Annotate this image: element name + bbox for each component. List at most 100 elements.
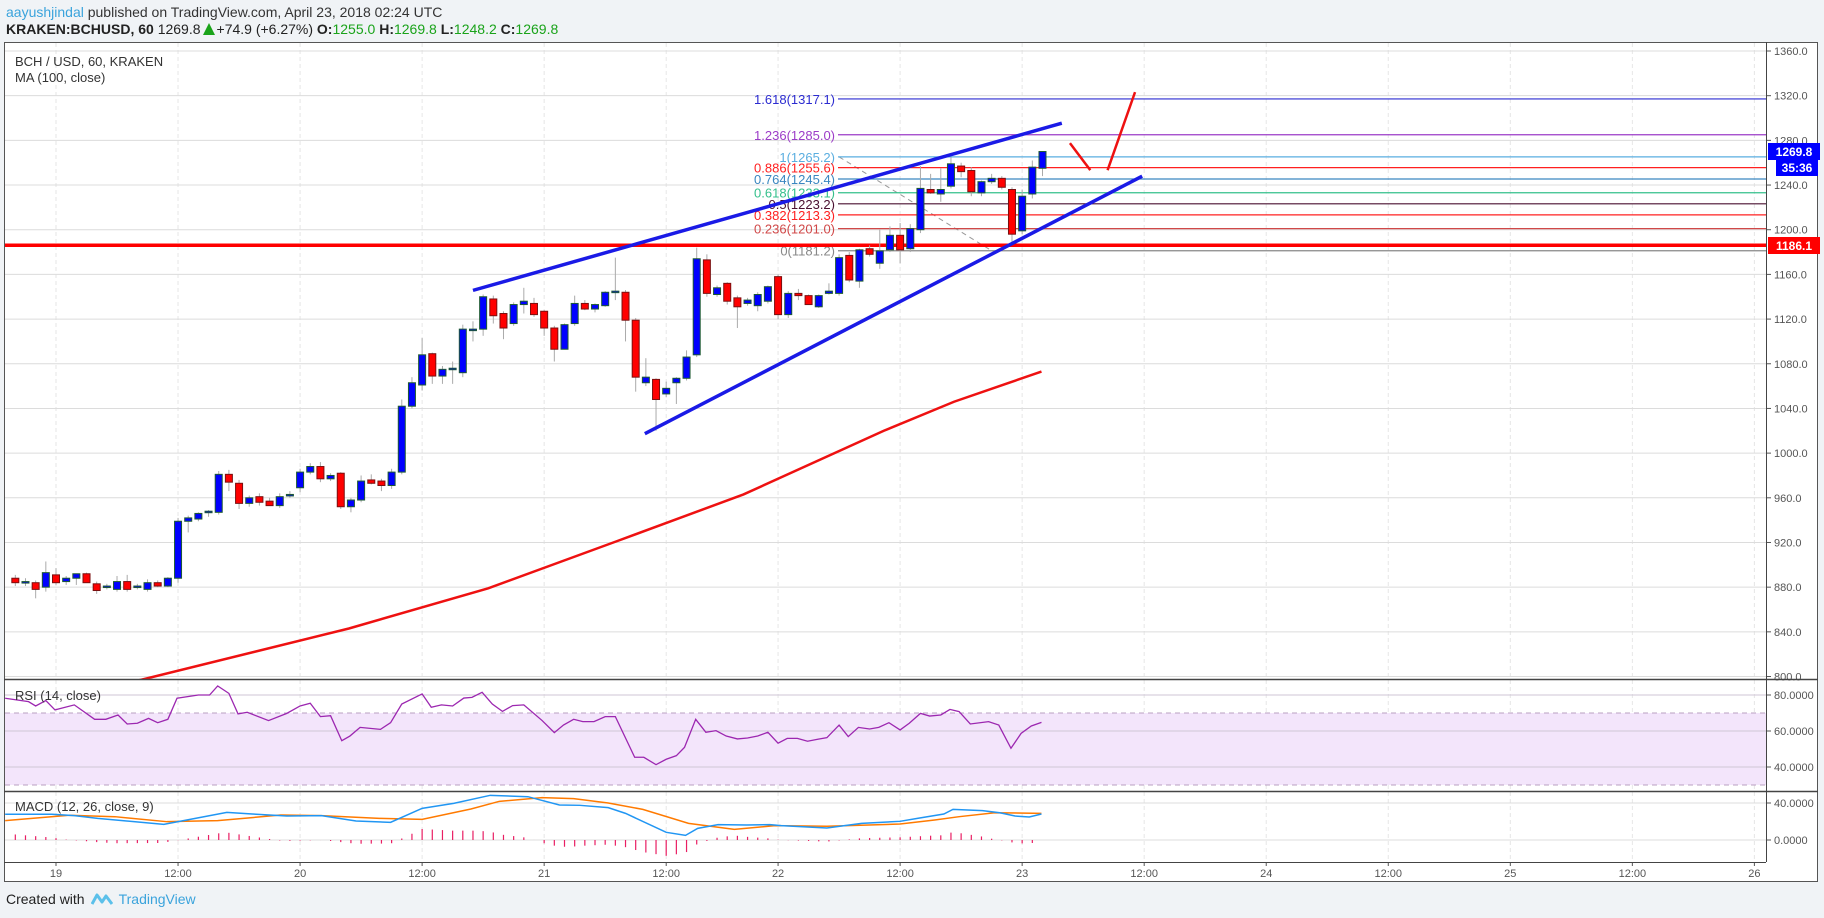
candle-body bbox=[31, 582, 40, 590]
time-label: 25 bbox=[1504, 868, 1516, 880]
candle-body bbox=[702, 259, 711, 294]
high-label: H: bbox=[379, 21, 394, 37]
tradingview-link[interactable]: TradingView bbox=[118, 891, 196, 907]
time-label: 22 bbox=[772, 868, 784, 880]
author-link[interactable]: aayushjindal bbox=[6, 4, 84, 20]
candle bbox=[407, 377, 416, 409]
candle bbox=[936, 168, 945, 202]
candle-body bbox=[448, 367, 457, 371]
candle-body bbox=[743, 299, 752, 304]
candle-body bbox=[631, 319, 640, 378]
macd-pane[interactable] bbox=[5, 794, 1042, 856]
candle-body bbox=[865, 248, 874, 255]
candle bbox=[92, 581, 101, 594]
candle-body bbox=[92, 583, 101, 592]
price-label: 1040.0 bbox=[1774, 403, 1808, 415]
candle-body bbox=[265, 500, 274, 507]
rsi-pane[interactable] bbox=[5, 685, 1042, 766]
candle bbox=[316, 462, 325, 483]
candle-body bbox=[11, 577, 20, 584]
time-label: 20 bbox=[294, 868, 306, 880]
candle bbox=[794, 288, 803, 301]
candle bbox=[285, 491, 294, 498]
price-label: 1080.0 bbox=[1774, 359, 1808, 371]
price-label: 840.0 bbox=[1774, 627, 1802, 639]
ma-legend[interactable]: MA (100, close) bbox=[15, 70, 105, 85]
candle bbox=[967, 167, 976, 197]
candle bbox=[926, 173, 935, 194]
candle bbox=[438, 365, 447, 384]
candle bbox=[845, 252, 854, 283]
candle-body bbox=[591, 304, 600, 310]
macd-legend[interactable]: MACD (12, 26, close, 9) bbox=[15, 799, 154, 814]
candle-body bbox=[916, 187, 925, 231]
symbol-quote-line: KRAKEN:BCHUSD, 60 1269.8 +74.9 (+6.27%) O… bbox=[6, 21, 558, 37]
candle-body bbox=[52, 574, 60, 584]
rsi-legend[interactable]: RSI (14, close) bbox=[15, 688, 101, 703]
projection-down bbox=[1068, 142, 1092, 171]
symbol-title: BCH / USD, 60, KRAKEN bbox=[15, 54, 163, 69]
candle-body bbox=[387, 471, 396, 487]
candle-body bbox=[835, 257, 844, 294]
fib-level-label: 1.236(1285.0) bbox=[754, 128, 835, 143]
candle bbox=[174, 517, 183, 583]
candle-body bbox=[407, 382, 416, 407]
macd-axis-label: 0.0000 bbox=[1774, 835, 1808, 847]
candle bbox=[499, 311, 508, 340]
candle-body bbox=[397, 405, 406, 473]
main-pane[interactable]: 1.618(1317.1) 1.236(1285.0) 1(1265.2)0.886… bbox=[5, 91, 1766, 688]
candle bbox=[631, 317, 640, 392]
candle bbox=[387, 468, 396, 489]
price-label: 920.0 bbox=[1774, 537, 1802, 549]
candle-body bbox=[662, 387, 671, 395]
candle bbox=[1038, 151, 1047, 177]
candle bbox=[601, 291, 610, 307]
candle bbox=[743, 297, 752, 306]
candle-body bbox=[713, 287, 722, 296]
candle-body bbox=[468, 328, 477, 332]
candle-body bbox=[621, 291, 630, 321]
candle bbox=[418, 338, 427, 391]
created-with-text: Created with bbox=[6, 891, 85, 907]
candle bbox=[560, 323, 569, 350]
candle bbox=[1028, 160, 1037, 199]
upper-channel-line bbox=[472, 121, 1063, 293]
candle bbox=[489, 295, 498, 324]
candle bbox=[479, 294, 488, 336]
level-badge bbox=[1768, 237, 1820, 254]
tradingview-logo-icon bbox=[90, 893, 113, 905]
candle bbox=[591, 303, 600, 313]
time-label: 12:00 bbox=[652, 868, 680, 880]
candle-body bbox=[580, 302, 589, 310]
candle bbox=[621, 290, 630, 342]
time-label: 26 bbox=[1748, 868, 1760, 880]
candle-body bbox=[163, 577, 172, 587]
candle bbox=[692, 247, 701, 358]
candle-body bbox=[174, 520, 183, 579]
candle bbox=[611, 257, 620, 301]
candle-body bbox=[245, 497, 254, 504]
candle-body bbox=[1038, 151, 1047, 169]
candle-body bbox=[479, 296, 488, 330]
open-label: O: bbox=[316, 21, 333, 37]
projection-up bbox=[1106, 91, 1137, 171]
candle-body bbox=[326, 474, 335, 480]
time-label: 12:00 bbox=[408, 868, 436, 880]
candle-body bbox=[214, 473, 223, 513]
candle bbox=[641, 358, 650, 387]
candle bbox=[204, 510, 213, 517]
macd-signal-line bbox=[5, 796, 1042, 831]
candle-body bbox=[143, 582, 152, 590]
candle bbox=[326, 473, 335, 482]
price-label: 1160.0 bbox=[1774, 269, 1807, 281]
candle bbox=[763, 285, 772, 304]
candle bbox=[377, 478, 386, 492]
candle-body bbox=[224, 473, 233, 483]
candle-body bbox=[885, 234, 894, 251]
countdown-badge-text: 35:36 bbox=[1782, 161, 1813, 175]
publish-info: aayushjindal published on TradingView.co… bbox=[6, 4, 442, 20]
rsi-axis-label: 40.0000 bbox=[1774, 762, 1814, 774]
candle bbox=[804, 294, 813, 306]
candle-body bbox=[346, 499, 355, 508]
